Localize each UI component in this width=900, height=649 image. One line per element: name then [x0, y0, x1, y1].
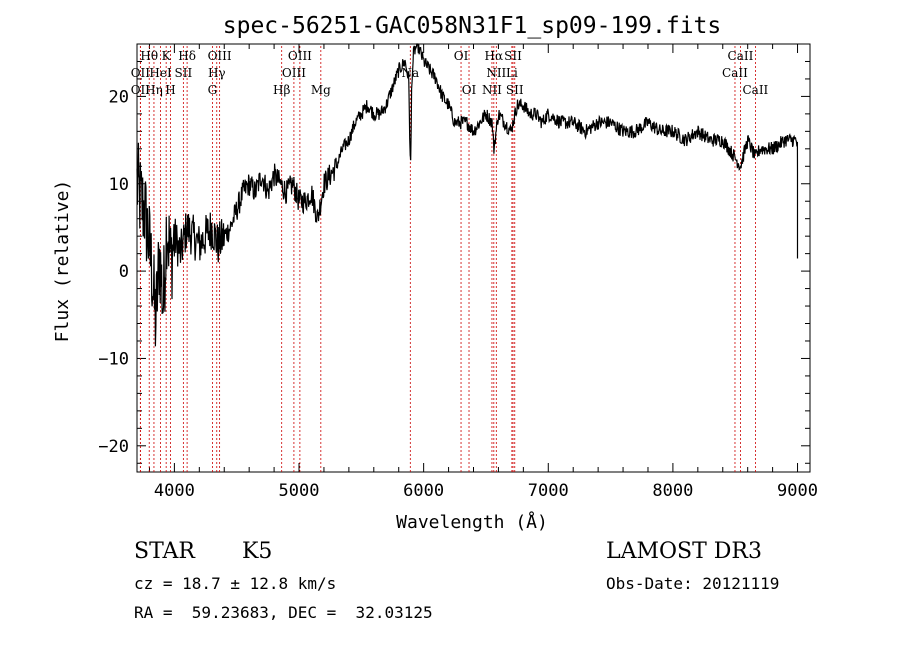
line-label-oi: OI: [454, 49, 469, 63]
x-tick-label: 9000: [777, 481, 818, 501]
x-tick-label: 5000: [279, 481, 320, 501]
line-label-oi: OI: [462, 83, 477, 97]
line-label-hα: Hα: [485, 49, 504, 63]
x-tick-label: 7000: [528, 481, 569, 501]
line-label-oiii: OIII: [282, 66, 306, 80]
line-label-g: G: [208, 83, 218, 97]
y-tick-label: −10: [98, 349, 129, 369]
y-tick-label: 10: [109, 175, 129, 195]
x-tick-label: 4000: [154, 481, 195, 501]
spectral-line-labels: OIIOIIHθHηHeIKHSIIHδGHγOIIIHβOIIIOIIIMgN…: [131, 49, 769, 97]
object-subclass: K5: [242, 539, 273, 564]
line-label-nii: NII: [486, 66, 506, 80]
y-tick-label: 0: [119, 262, 129, 282]
plot-border: [136, 43, 811, 473]
line-label-caii: CaII: [742, 83, 768, 97]
coordinates: RA = 59.23683, DEC = 32.03125: [134, 603, 433, 622]
spectral-line-markers: [139, 46, 756, 472]
line-label-na: Na: [401, 66, 419, 80]
line-label-mg: Mg: [311, 83, 331, 97]
line-label-hθ: Hθ: [140, 49, 158, 63]
line-label-nii: NII: [482, 83, 502, 97]
line-label-h: H: [165, 83, 175, 97]
survey-name: LAMOST DR3: [606, 539, 762, 564]
y-axis-label: Flux (relative): [52, 180, 73, 343]
chart-title: spec-56251-GAC058N31F1_sp09-199.fits: [223, 13, 722, 39]
line-label-hei: HeI: [149, 66, 172, 80]
line-label-sii: SII: [506, 83, 524, 97]
x-tick-label: 8000: [652, 481, 693, 501]
y-tick-label: 20: [109, 87, 129, 107]
line-label-hδ: Hδ: [178, 49, 196, 63]
line-label-caii: CaII: [722, 66, 748, 80]
line-label-sii: SII: [504, 49, 522, 63]
line-label-li: Li: [506, 66, 518, 80]
line-label-k: K: [162, 49, 172, 63]
line-label-hγ: Hγ: [208, 66, 226, 80]
plot-frame: [136, 43, 811, 473]
y-tick-label: −20: [98, 437, 129, 457]
observation-date: Obs-Date: 20121119: [606, 574, 780, 593]
line-label-oiii: OIII: [208, 49, 232, 63]
line-label-sii: SII: [175, 66, 193, 80]
y-axis: −20 −10 0 10 20: [98, 43, 810, 464]
line-label-caii: CaII: [728, 49, 754, 63]
line-label-oiii: OIII: [288, 49, 312, 63]
line-label-hβ: Hβ: [273, 83, 290, 97]
x-axis-label: Wavelength (Å): [396, 511, 548, 533]
x-axis: 4000 5000 6000 7000 8000 9000: [148, 44, 818, 501]
line-label-oii: OII: [131, 66, 151, 80]
x-tick-label: 6000: [403, 481, 444, 501]
spectrum-series-line: [136, 43, 799, 347]
line-label-oii: OII: [131, 83, 151, 97]
object-class: STAR: [134, 539, 195, 564]
redshift-velocity: cz = 18.7 ± 12.8 km/s: [134, 574, 337, 593]
line-label-hη: Hη: [145, 83, 163, 97]
